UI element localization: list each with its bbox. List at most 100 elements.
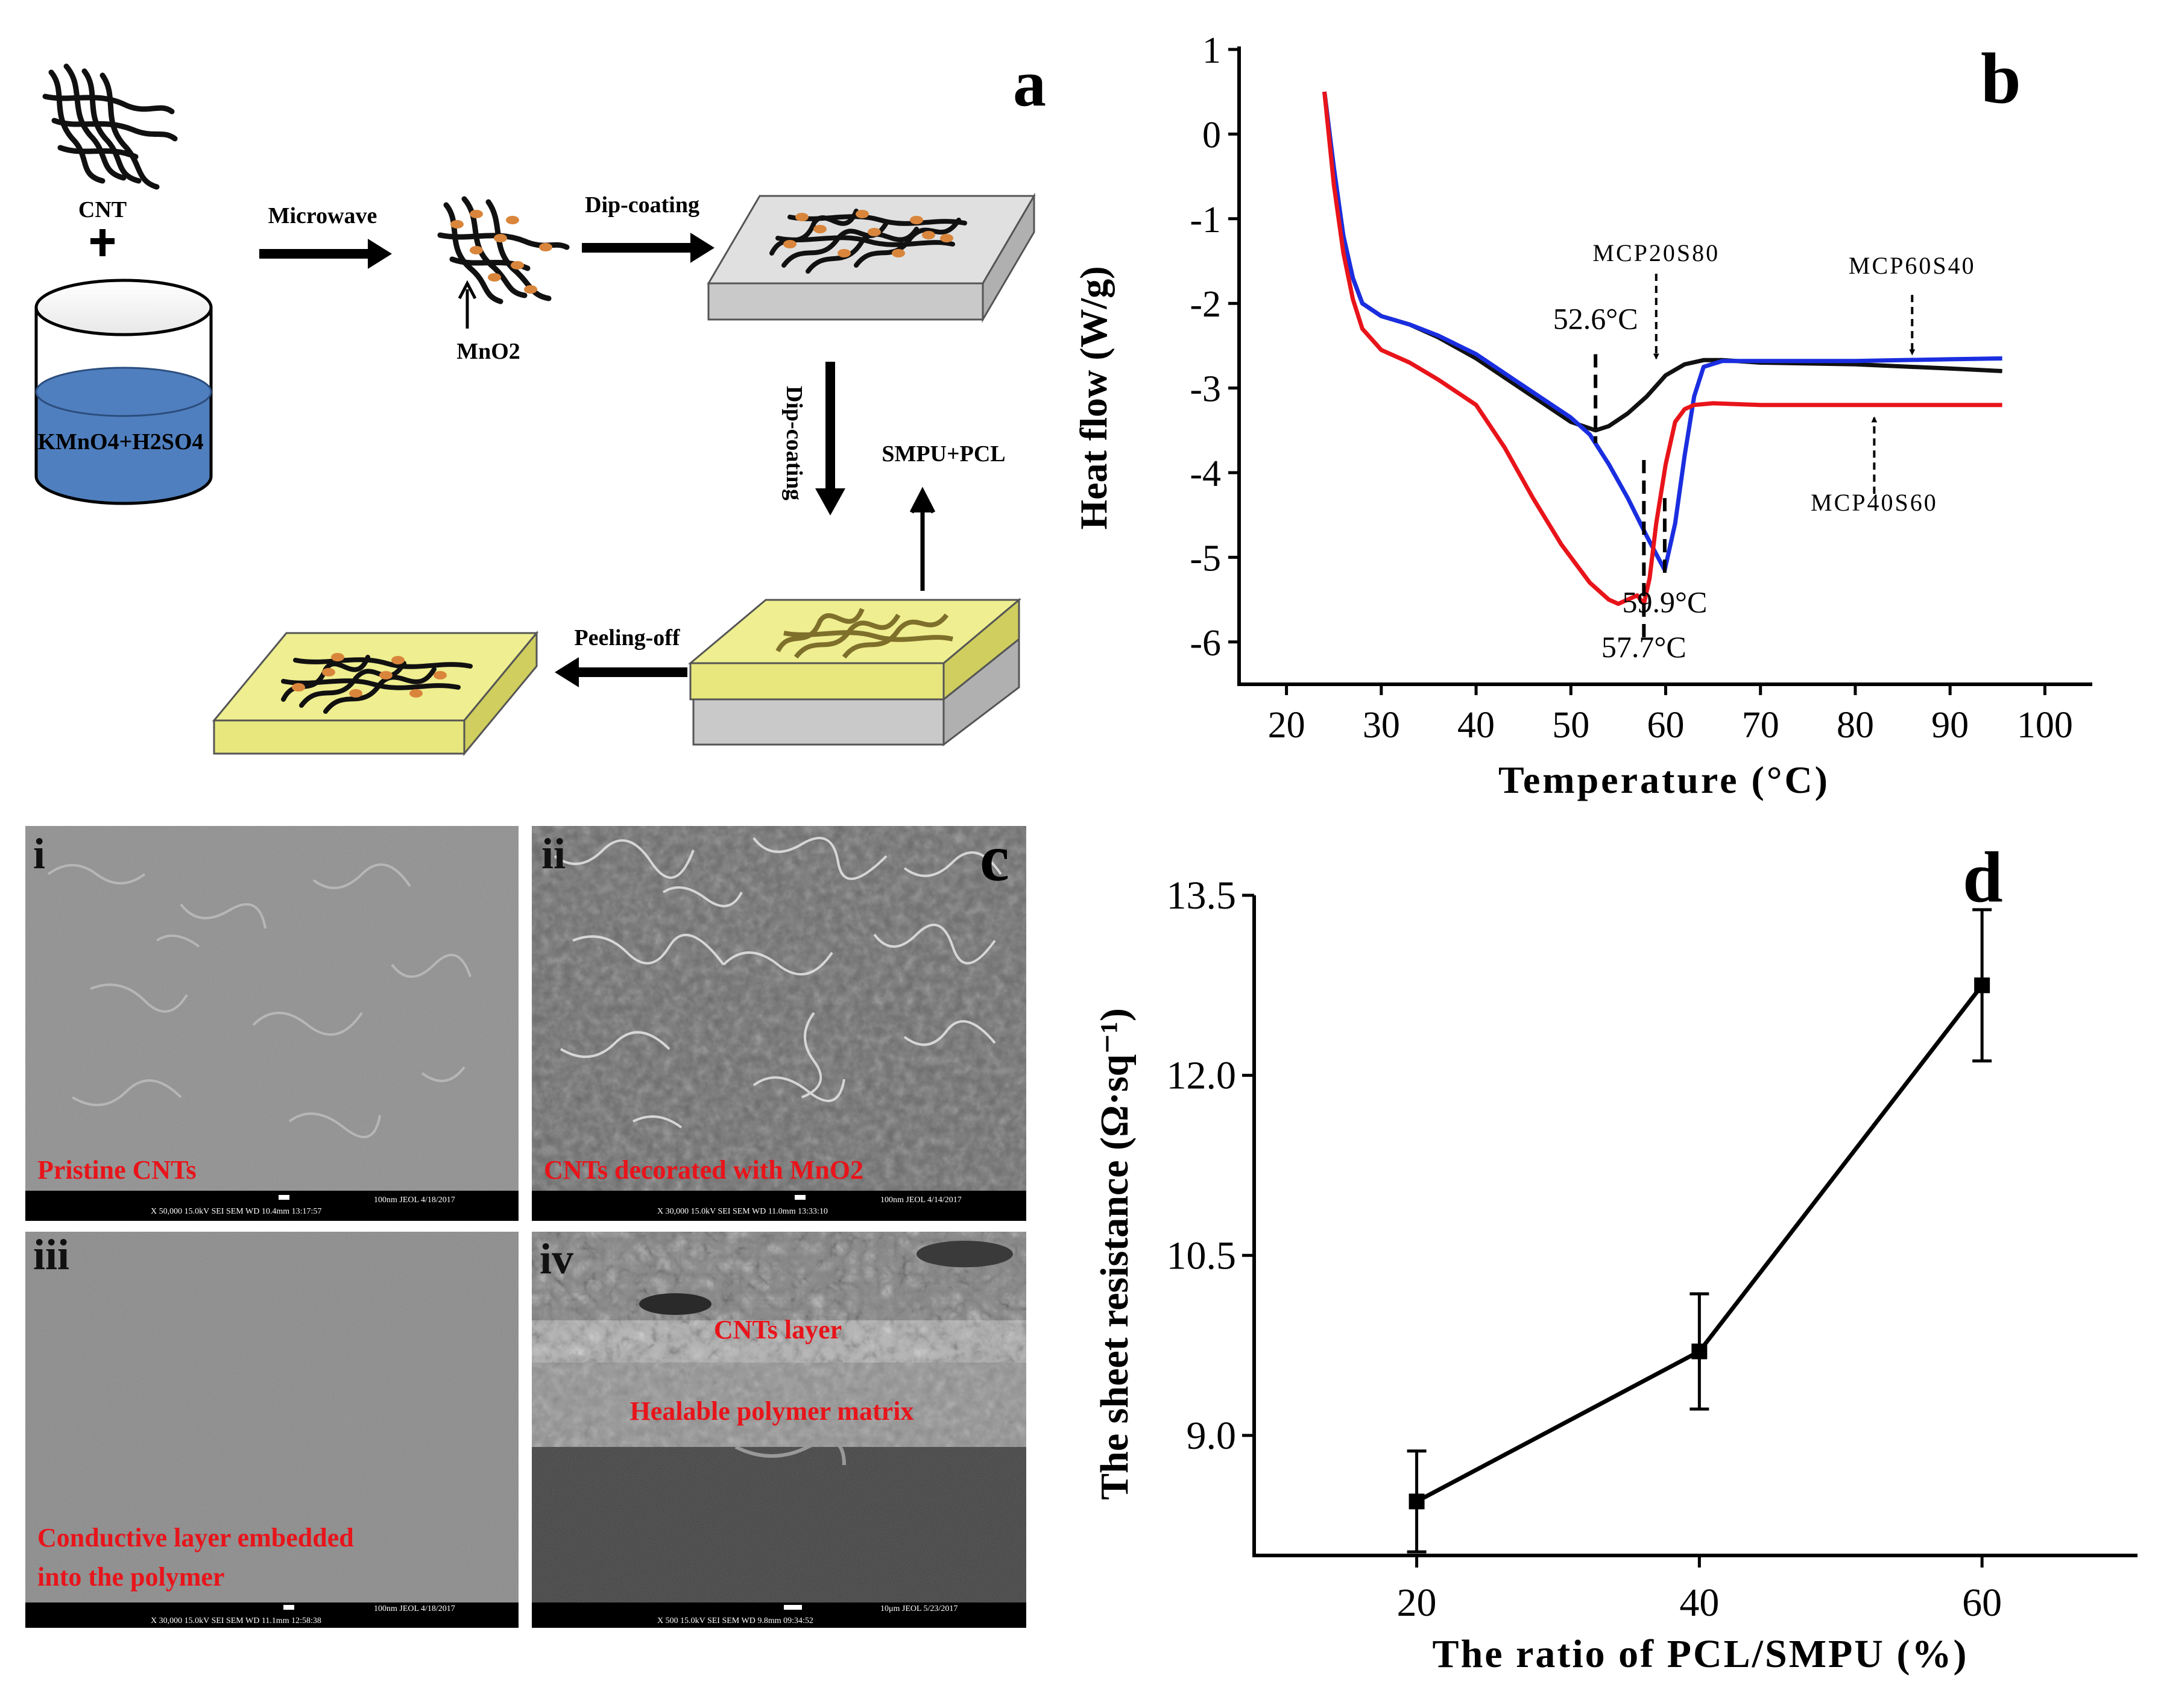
panel-d-point bbox=[1409, 1493, 1425, 1510]
mno2-label: MnO2 bbox=[456, 339, 520, 364]
sem-i-caption: Pristine CNTs bbox=[37, 1155, 197, 1185]
panel-a-schematic: a CNT KMnO4+H2SO4 Microwave bbox=[34, 46, 1046, 757]
panel-d-series-line bbox=[1415, 984, 1984, 1504]
panel-b-y-label: Heat flow (W/g) bbox=[1072, 266, 1115, 529]
arrow-right-icon bbox=[259, 239, 392, 269]
sem-iv-caption-cnt-layer: CNTs layer bbox=[714, 1315, 842, 1344]
sem-i-scale: 100nm JEOL 4/18/2017 bbox=[374, 1196, 455, 1205]
panel-b-x-tick-label: 90 bbox=[1931, 705, 1969, 746]
panel-b-annotation: 57.7°C bbox=[1601, 630, 1686, 664]
arrow-up-small-icon bbox=[458, 280, 477, 329]
sem-iii-caption-line1: Conductive layer embedded bbox=[37, 1523, 354, 1552]
panel-b-x-tick-label: 80 bbox=[1837, 705, 1874, 746]
sem-iv-numeral: iv bbox=[540, 1235, 573, 1283]
panel-b-series-MCP60S40 bbox=[1322, 91, 2002, 572]
arrow-down-icon bbox=[815, 362, 845, 515]
panel-b-annotation: 52.6°C bbox=[1553, 301, 1638, 335]
panel-b-annotation: MCP60S40 bbox=[1849, 252, 1976, 279]
plus-icon bbox=[90, 229, 115, 256]
dip-coating-vertical-label: Dip-coating bbox=[781, 386, 807, 500]
panel-b-dsc-chart: b 20 30 40 50 60 70 80 90 100 1 0 -1 -2 -3 -4 -5 -6 MCP2… bbox=[1072, 30, 2092, 801]
panel-d-point bbox=[1691, 1343, 1708, 1360]
mno2-particles-icon bbox=[783, 210, 953, 257]
panel-d-x-tick-label: 40 bbox=[1679, 1581, 1719, 1625]
cnt-label: CNT bbox=[78, 197, 127, 222]
panel-b-x-tick-label: 50 bbox=[1552, 705, 1589, 746]
microwave-label: Microwave bbox=[268, 203, 377, 228]
sem-ii-numeral: ii bbox=[541, 830, 566, 878]
sem-iv-info: X 500 15.0kV SEI SEM WD 9.8mm 09:34:52 bbox=[657, 1616, 813, 1625]
panel-b-x-label: Temperature (°C) bbox=[1498, 758, 1830, 801]
sem-ii-info: X 30,000 15.0kV SEI SEM WD 11.0mm 13:33:… bbox=[657, 1207, 828, 1216]
panel-d-letter: d bbox=[1963, 837, 2003, 917]
panel-b-y-tick-label: -1 bbox=[1190, 200, 1221, 241]
panel-b-annotation: 59.9°C bbox=[1622, 585, 1707, 619]
panel-d-x-label: The ratio of PCL/SMPU (%) bbox=[1433, 1632, 1969, 1676]
peeling-off-label: Peeling-off bbox=[574, 625, 681, 651]
panel-b-x-tick-label: 100 bbox=[2017, 705, 2073, 746]
coated-substrate-icon bbox=[687, 597, 1022, 747]
panel-d-y-tick-label: 13.5 bbox=[1167, 874, 1237, 918]
panel-b-series bbox=[1322, 91, 2002, 607]
panel-b-y-tick-label: -2 bbox=[1190, 284, 1221, 325]
panel-d-y-label: The sheet resistance (Ω·sq⁻¹) bbox=[1093, 1008, 1137, 1500]
panel-b-x-tick-label: 40 bbox=[1457, 705, 1495, 746]
substrate-slab-icon bbox=[707, 192, 1036, 323]
panel-b-axes: 20 30 40 50 60 70 80 90 100 1 0 -1 -2 -3 -4 -5 -6 bbox=[1190, 30, 2092, 746]
mno2-cnt-icon bbox=[437, 196, 570, 304]
panel-b-letter: b bbox=[1981, 38, 2021, 118]
sem-iv-scale: 10μm JEOL 5/23/2017 bbox=[880, 1604, 958, 1613]
panel-b-annotations: MCP20S80 MCP60S40 MCP40S60 52.6°C 59.9°C 57.7… bbox=[1553, 239, 1976, 664]
sem-iii-numeral: iii bbox=[33, 1231, 69, 1279]
cnt-bundle-icon bbox=[42, 63, 178, 190]
panel-b-x-tick-label: 60 bbox=[1647, 705, 1685, 746]
panel-c-sem-images: X 50,000 15.0kV SEI SEM WD 10.4mm 13:17:… bbox=[25, 821, 1026, 1628]
panel-b-series-MCP40S60 bbox=[1322, 91, 2002, 607]
panel-b-x-tick-label: 70 bbox=[1742, 705, 1779, 746]
panel-d-x-tick-label: 20 bbox=[1397, 1581, 1437, 1625]
panel-b-y-tick-label: 1 bbox=[1202, 30, 1221, 71]
dip-coating-label: Dip-coating bbox=[585, 192, 699, 218]
sem-iii-caption-line2: into the polymer bbox=[37, 1562, 224, 1592]
beaker-label: KMnO4+H2SO4 bbox=[37, 429, 203, 455]
panel-d-y-tick-label: 9.0 bbox=[1187, 1414, 1237, 1458]
panel-c-letter: c bbox=[980, 821, 1009, 895]
panel-b-annotation: MCP20S80 bbox=[1592, 239, 1720, 266]
sem-image-i: X 50,000 15.0kV SEI SEM WD 10.4mm 13:17:… bbox=[25, 826, 519, 1221]
panel-d-axes: 20 40 60 9.0 10.5 12.0 13.5 bbox=[1167, 874, 2137, 1625]
sem-image-iii: X 30,000 15.0kV SEI SEM WD 11.1mm 12:58:… bbox=[25, 1231, 519, 1628]
panel-a-letter: a bbox=[1013, 46, 1046, 120]
arrow-up-icon bbox=[909, 487, 936, 591]
sem-iv-caption-matrix: Healable polymer matrix bbox=[630, 1396, 914, 1426]
panel-b-y-tick-label: -4 bbox=[1190, 453, 1221, 494]
panel-d-y-tick-label: 10.5 bbox=[1167, 1234, 1237, 1278]
panel-d-x-tick-label: 60 bbox=[1962, 1581, 2002, 1625]
panel-b-y-tick-label: 0 bbox=[1202, 115, 1221, 156]
arrow-right-icon bbox=[582, 233, 715, 263]
beaker-icon bbox=[34, 279, 213, 505]
sem-iii-scale: 100nm JEOL 4/18/2017 bbox=[374, 1604, 455, 1613]
panel-b-y-tick-label: -3 bbox=[1190, 369, 1221, 410]
sem-ii-caption: CNTs decorated with MnO2 bbox=[544, 1155, 863, 1185]
sem-ii-scale: 100nm JEOL 4/14/2017 bbox=[880, 1196, 962, 1205]
smpu-pcl-label: SMPU+PCL bbox=[882, 441, 1005, 467]
healable-film-icon bbox=[212, 630, 539, 757]
sem-image-iv: X 500 15.0kV SEI SEM WD 9.8mm 09:34:52 1… bbox=[532, 1232, 1026, 1628]
sem-image-ii: X 30,000 15.0kV SEI SEM WD 11.0mm 13:33:… bbox=[532, 826, 1026, 1221]
sem-i-numeral: i bbox=[33, 830, 45, 878]
arrow-left-icon bbox=[555, 657, 687, 687]
panel-b-annotation: MCP40S60 bbox=[1811, 489, 1938, 516]
sem-i-info: X 50,000 15.0kV SEI SEM WD 10.4mm 13:17:… bbox=[151, 1207, 321, 1216]
panel-d-point bbox=[1974, 977, 1990, 994]
panel-b-x-tick-label: 30 bbox=[1363, 705, 1400, 746]
panel-b-y-tick-label: -6 bbox=[1190, 623, 1221, 664]
panel-d-resistance-chart: d 20 40 60 9.0 10.5 12.0 13.5 The ratio of PCL… bbox=[1093, 837, 2137, 1676]
panel-d-y-tick-label: 12.0 bbox=[1167, 1054, 1237, 1098]
panel-d-series bbox=[1407, 908, 1992, 1554]
panel-b-y-tick-label: -5 bbox=[1190, 538, 1221, 579]
panel-b-x-tick-label: 20 bbox=[1268, 705, 1305, 746]
sem-iii-info: X 30,000 15.0kV SEI SEM WD 11.1mm 12:58:… bbox=[151, 1616, 321, 1625]
cnt-mesh-icon bbox=[769, 209, 967, 274]
